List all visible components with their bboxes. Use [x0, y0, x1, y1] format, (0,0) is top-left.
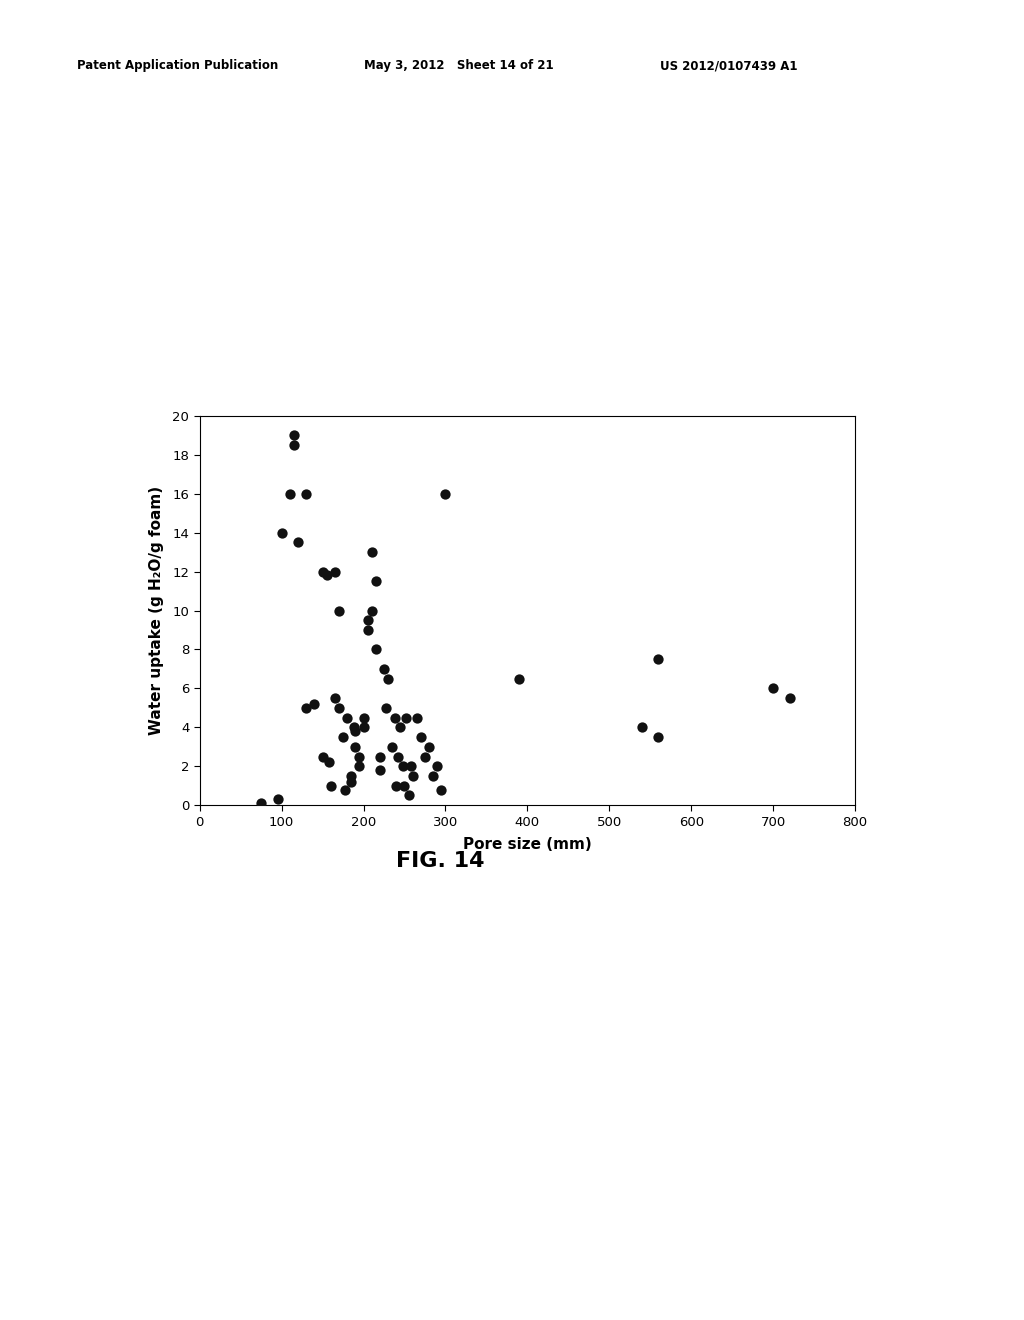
Point	[321, 752, 337, 774]
Point	[417, 746, 433, 767]
Point	[421, 737, 437, 758]
Point	[273, 521, 290, 544]
Point	[372, 746, 388, 767]
Point	[269, 789, 286, 810]
Point	[398, 708, 415, 729]
Point	[314, 746, 331, 767]
Point	[378, 697, 394, 718]
Text: May 3, 2012   Sheet 14 of 21: May 3, 2012 Sheet 14 of 21	[364, 59, 553, 73]
Point	[368, 570, 384, 591]
Point	[306, 693, 323, 714]
Point	[429, 755, 445, 776]
Point	[396, 775, 413, 796]
Point	[394, 755, 411, 776]
Point	[400, 785, 417, 807]
Point	[286, 425, 302, 446]
Point	[318, 565, 335, 586]
Point	[331, 599, 347, 622]
Point	[351, 746, 368, 767]
Point	[392, 717, 409, 738]
Point	[364, 541, 380, 562]
Point	[335, 726, 351, 747]
Point	[345, 717, 361, 738]
Point	[511, 668, 527, 689]
Point	[384, 737, 400, 758]
Point	[298, 483, 314, 504]
Point	[347, 737, 364, 758]
Point	[425, 766, 441, 787]
Y-axis label: Water uptake (g H₂O/g foam): Water uptake (g H₂O/g foam)	[148, 486, 164, 735]
Point	[368, 639, 384, 660]
Point	[364, 599, 380, 622]
Point	[402, 755, 419, 776]
Point	[376, 659, 392, 680]
Point	[351, 755, 368, 776]
Point	[286, 434, 302, 455]
Point	[650, 648, 667, 669]
Point	[290, 532, 306, 553]
Point	[343, 771, 359, 792]
Point	[372, 759, 388, 780]
Point	[347, 721, 364, 742]
Point	[327, 561, 343, 582]
Point	[650, 726, 667, 747]
Point	[282, 483, 298, 504]
Point	[327, 688, 343, 709]
Point	[323, 775, 339, 796]
Point	[634, 717, 650, 738]
Point	[314, 561, 331, 582]
Point	[337, 779, 353, 800]
X-axis label: Pore size (mm): Pore size (mm)	[463, 837, 592, 851]
Text: Patent Application Publication: Patent Application Publication	[77, 59, 279, 73]
Text: US 2012/0107439 A1: US 2012/0107439 A1	[660, 59, 798, 73]
Point	[331, 697, 347, 718]
Point	[433, 779, 450, 800]
Point	[409, 708, 425, 729]
Point	[380, 668, 396, 689]
Text: FIG. 14: FIG. 14	[396, 851, 484, 871]
Point	[765, 677, 781, 698]
Point	[388, 775, 404, 796]
Point	[413, 726, 429, 747]
Point	[390, 746, 407, 767]
Point	[343, 766, 359, 787]
Point	[386, 708, 402, 729]
Point	[339, 708, 355, 729]
Point	[437, 483, 454, 504]
Point	[404, 766, 421, 787]
Point	[359, 610, 376, 631]
Point	[253, 793, 269, 814]
Point	[781, 688, 798, 709]
Point	[355, 708, 372, 729]
Point	[359, 619, 376, 640]
Point	[355, 717, 372, 738]
Point	[298, 697, 314, 718]
